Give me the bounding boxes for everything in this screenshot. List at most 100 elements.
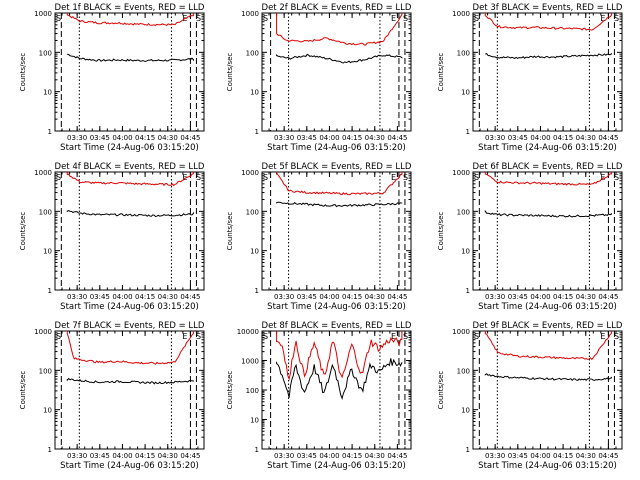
x-tick-label: 03:45 [90, 452, 110, 460]
x-tick-label: 03:30 [274, 293, 294, 301]
marker-e: E [600, 14, 605, 23]
y-tick-label: 10 [250, 417, 259, 425]
marker-e: E [391, 173, 396, 182]
x-tick-label: 04:30 [158, 134, 178, 142]
y-axis-label: Counts/sec [226, 371, 234, 410]
y-tick-label: 1 [466, 128, 470, 136]
x-tick-label: 04:45 [387, 134, 407, 142]
x-axis-label: Start Time (24-Aug-06 03:15:20) [478, 143, 617, 153]
x-axis-label: Start Time (24-Aug-06 03:15:20) [267, 143, 406, 153]
chart-panel-6: Det 6f BLACK = Events, RED = LLD Counts/s… [437, 162, 623, 312]
lld-series-line [276, 331, 403, 381]
y-tick-label: 1000 [241, 358, 259, 366]
y-tick-label: 1000 [452, 10, 470, 18]
y-tick-label: 10 [461, 248, 470, 256]
marker-e: E [182, 173, 187, 182]
x-tick-label: 04:45 [387, 293, 407, 301]
lld-series-line [276, 172, 403, 196]
x-tick-label: 03:45 [297, 293, 317, 301]
x-tick-label: 04:00 [530, 293, 550, 301]
x-axis-label: Start Time (24-Aug-06 03:15:20) [478, 302, 617, 312]
y-tick-label: 100 [246, 208, 259, 216]
events-series-line [66, 377, 194, 385]
y-tick-label: 10 [461, 89, 470, 97]
x-tick-label: 04:45 [598, 293, 618, 301]
y-axis-label: Counts/sec [19, 53, 27, 92]
x-tick-label: 03:45 [297, 452, 317, 460]
x-tick-label: 04:45 [598, 134, 618, 142]
events-series-line [484, 373, 612, 382]
chart-panel-2: Det 2f BLACK = Events, RED = LLD Counts/s… [226, 3, 412, 153]
marker-s-right: S [196, 332, 201, 341]
y-tick-label: 100 [457, 208, 470, 216]
events-series-line [276, 53, 403, 64]
x-tick-label: 03:45 [508, 134, 528, 142]
lld-series-line [484, 331, 612, 361]
marker-s-left: S [263, 14, 268, 23]
chart-title: Det 3f BLACK = Events, RED = LLD [473, 3, 623, 13]
y-tick-label: 100 [246, 387, 259, 395]
plot-frame [472, 330, 623, 450]
x-tick-label: 04:00 [319, 293, 339, 301]
y-tick-label: 10 [250, 89, 259, 97]
y-tick-label: 100 [39, 49, 52, 57]
x-tick-label: 04:45 [180, 134, 200, 142]
marker-s-left: S [56, 173, 61, 182]
x-tick-label: 04:00 [319, 134, 339, 142]
events-series-line [276, 201, 403, 208]
lld-series-line [484, 172, 612, 186]
events-series-line [66, 210, 194, 218]
y-axis-label: Counts/sec [437, 371, 445, 410]
y-tick-label: 100 [457, 367, 470, 375]
marker-s-right: S [403, 173, 408, 182]
x-tick-label: 04:45 [598, 452, 618, 460]
y-tick-label: 10000 [237, 328, 259, 336]
marker-s-left: S [263, 332, 268, 341]
x-axis-label: Start Time (24-Aug-06 03:15:20) [267, 302, 406, 312]
y-tick-label: 100 [39, 208, 52, 216]
plot-frame [472, 12, 623, 132]
x-tick-label: 04:15 [135, 293, 155, 301]
lld-series-line [66, 331, 194, 365]
y-tick-label: 1000 [452, 328, 470, 336]
x-tick-label: 04:30 [365, 134, 385, 142]
x-tick-label: 04:15 [553, 452, 573, 460]
x-tick-label: 04:45 [180, 452, 200, 460]
y-tick-label: 1 [466, 287, 470, 295]
x-tick-label: 04:45 [180, 293, 200, 301]
chart-title: Det 5f BLACK = Events, RED = LLD [262, 162, 412, 172]
x-tick-label: 04:00 [530, 452, 550, 460]
marker-s-right: S [614, 14, 619, 23]
x-tick-label: 04:15 [342, 452, 362, 460]
y-axis-label: Counts/sec [19, 371, 27, 410]
y-tick-label: 10 [43, 407, 52, 415]
marker-s-right: S [196, 173, 201, 182]
y-tick-label: 1000 [34, 10, 52, 18]
y-tick-label: 1 [255, 287, 259, 295]
chart-title: Det 9f BLACK = Events, RED = LLD [473, 321, 623, 331]
x-tick-label: 04:00 [112, 134, 132, 142]
marker-e: E [391, 332, 396, 341]
plot-frame [261, 330, 412, 450]
lld-series-line [66, 13, 194, 26]
chart-title: Det 8f BLACK = Events, RED = LLD [262, 321, 412, 331]
x-tick-label: 04:30 [365, 452, 385, 460]
marker-s-right: S [403, 14, 408, 23]
y-tick-label: 100 [39, 367, 52, 375]
x-tick-label: 04:15 [553, 134, 573, 142]
x-axis-label: Start Time (24-Aug-06 03:15:20) [60, 302, 199, 312]
x-tick-label: 04:15 [342, 134, 362, 142]
x-tick-label: 03:30 [67, 134, 87, 142]
x-tick-label: 03:30 [67, 452, 87, 460]
x-tick-label: 03:30 [274, 134, 294, 142]
y-tick-label: 1000 [452, 169, 470, 177]
x-tick-label: 04:30 [158, 452, 178, 460]
y-axis-label: Counts/sec [437, 53, 445, 92]
x-tick-label: 03:45 [90, 134, 110, 142]
events-series-line [485, 52, 612, 59]
x-tick-label: 04:30 [158, 293, 178, 301]
y-tick-label: 1 [466, 446, 470, 454]
y-axis-label: Counts/sec [226, 212, 234, 251]
y-tick-label: 1 [48, 128, 52, 136]
